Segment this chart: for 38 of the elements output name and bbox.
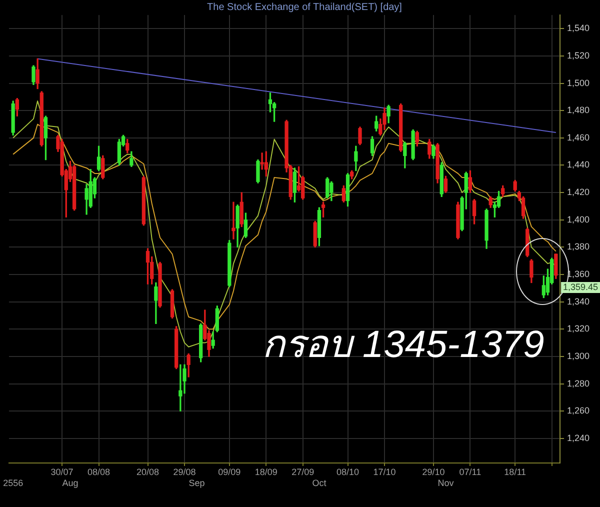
x2-tick-label: Nov — [438, 478, 454, 488]
x-tick-label: 18/09 — [254, 466, 278, 477]
x2-tick-label: 2556 — [3, 478, 24, 488]
candlestick — [260, 152, 264, 170]
y-tick-label: 1,320 — [567, 324, 590, 334]
x2-tick-label: Aug — [62, 478, 78, 488]
x-tick-label: 18/11 — [504, 466, 526, 477]
x-tick-label: 09/09 — [218, 466, 241, 477]
x2-tick-label: Sep — [188, 478, 205, 488]
x-tick-label: 20/08 — [136, 466, 160, 477]
y-tick-label: 1,340 — [567, 296, 590, 306]
y-tick-label: 1,460 — [567, 132, 590, 142]
x-tick-label: 29/10 — [422, 466, 445, 477]
y-tick-label: 1,420 — [567, 187, 590, 198]
x-tick-label: 29/08 — [173, 466, 196, 477]
candlestick — [178, 364, 182, 412]
x-tick-label: 17/10 — [373, 466, 396, 477]
text: 1,359.45 — [561, 282, 600, 293]
candlestick — [232, 202, 236, 240]
y-tick-label: 1,380 — [567, 242, 590, 252]
x-tick-label: 30/07 — [50, 466, 74, 477]
y-tick-label: 1,400 — [567, 214, 590, 224]
x2-tick-label: Oct — [312, 478, 327, 488]
y-tick-label: 1,260 — [567, 406, 590, 416]
y-tick-label: 1,540 — [567, 23, 590, 34]
y-tick-label: 1,280 — [567, 378, 590, 388]
y-tick-label: 1,240 — [567, 432, 590, 443]
annotation: กรอบ 1345-1379 — [262, 324, 544, 366]
y-tick-label: 1,520 — [567, 50, 590, 60]
chart-title: The Stock Exchange of Thailand(SET) [day] — [207, 2, 402, 13]
y-tick-label: 1,480 — [567, 105, 590, 116]
x-tick-label: 07/11 — [459, 466, 482, 477]
y-tick-label: 1,300 — [567, 350, 590, 361]
x-tick-label: 27/09 — [292, 466, 314, 477]
y-tick-label: 1,440 — [567, 160, 590, 170]
x-tick-label: 08/08 — [88, 466, 110, 477]
y-tick-label: 1,500 — [567, 78, 590, 88]
x-tick-label: 08/10 — [336, 466, 360, 477]
